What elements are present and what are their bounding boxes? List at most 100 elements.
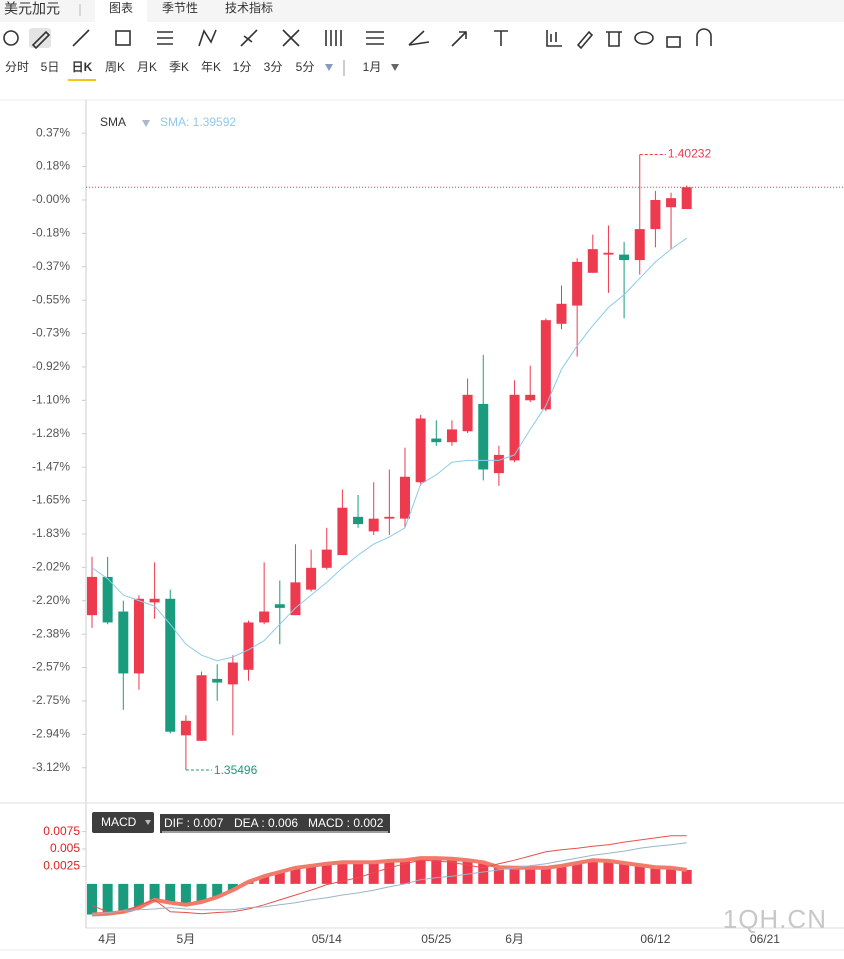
macd-bar: [337, 862, 348, 884]
candle-body: [493, 454, 504, 474]
candle-body: [446, 429, 457, 443]
tab-active[interactable]: [95, 0, 147, 22]
y-tick-label: -2.57%: [32, 660, 70, 674]
period[interactable]: 季K: [169, 60, 189, 74]
candle-body: [227, 662, 238, 685]
candle-body: [149, 598, 160, 603]
period[interactable]: 5日: [41, 60, 60, 74]
candle-body: [572, 261, 583, 306]
macd-line: [91, 842, 687, 915]
y-tick-label: -1.65%: [32, 493, 70, 507]
macd-bar: [290, 867, 301, 884]
candle-body: [259, 611, 270, 623]
candle-body: [196, 675, 207, 741]
tool-icon[interactable]: [366, 31, 384, 45]
period[interactable]: 1分: [233, 60, 252, 74]
candle-body: [165, 598, 176, 732]
y-tick-label: -0.37%: [32, 259, 70, 273]
y-tick-label: 0.005: [50, 841, 80, 855]
tool-icon[interactable]: [451, 31, 467, 47]
macd-bar: [384, 860, 395, 884]
macd-bar: [118, 883, 129, 912]
candle-body: [666, 198, 677, 208]
macd-bar: [603, 860, 614, 884]
y-tick-label: -2.02%: [32, 560, 70, 574]
macd-bar: [587, 860, 598, 884]
tool-icon[interactable]: [3, 30, 19, 46]
period[interactable]: 年K: [201, 60, 221, 74]
candle-body: [619, 254, 630, 261]
y-tick-label: -0.18%: [32, 226, 70, 240]
macd-bar: [650, 867, 661, 884]
x-tick-label: 05/25: [421, 932, 451, 946]
candle-body: [118, 611, 129, 674]
legend-entry: DIF : 0.007: [164, 816, 224, 830]
x-tick-label: 06/12: [640, 932, 670, 946]
tool-icon[interactable]: [325, 30, 342, 46]
tab[interactable]: 技术指标: [225, 0, 273, 15]
candle-body: [525, 394, 536, 401]
dropdown-arrow[interactable]: [325, 64, 333, 71]
tool-icon[interactable]: [546, 30, 562, 47]
tool-icon[interactable]: [576, 30, 594, 50]
period[interactable]: 日K: [72, 60, 93, 74]
macd-bar: [681, 869, 692, 884]
min-label: 1.35496: [214, 763, 258, 777]
tool-icon[interactable]: [408, 30, 430, 46]
candle-body: [384, 516, 395, 519]
x-tick-label: 6月: [505, 932, 524, 946]
dropdown-arrow[interactable]: [391, 64, 399, 71]
period[interactable]: 5分: [296, 60, 315, 74]
candle-body: [102, 576, 113, 623]
dropdown-arrow[interactable]: [145, 820, 151, 825]
tool-icon[interactable]: [115, 30, 131, 46]
period[interactable]: 周K: [105, 60, 125, 74]
candle-body: [603, 252, 614, 255]
y-tick-label: -2.38%: [32, 626, 70, 640]
macd-bar: [431, 858, 442, 884]
period[interactable]: 分时: [5, 60, 29, 74]
macd-legend-box: [160, 814, 390, 833]
y-tick-label: -0.92%: [32, 359, 70, 373]
candle-body: [478, 403, 489, 470]
tool-icon[interactable]: [282, 29, 300, 47]
candle-body: [681, 187, 692, 210]
tool-icon[interactable]: [606, 31, 622, 47]
tool-icon[interactable]: [696, 28, 712, 46]
period[interactable]: 月K: [137, 60, 157, 74]
sma-line: [91, 237, 687, 662]
legend-entry: MACD : 0.002: [308, 816, 384, 830]
macd-bar: [572, 862, 583, 884]
dropdown-arrow[interactable]: [142, 120, 150, 127]
macd-bar: [493, 867, 504, 884]
drawing-toolbar: [3, 28, 712, 50]
indicator-name: SMA: [100, 115, 126, 129]
macd-bar: [196, 883, 207, 902]
candle-body: [509, 394, 520, 461]
tool-icon[interactable]: [31, 30, 51, 50]
tool-icon[interactable]: [240, 29, 258, 47]
candle-body: [540, 320, 551, 410]
period[interactable]: 3分: [264, 60, 283, 74]
macd-bar: [634, 865, 645, 884]
x-tick-label: 4月: [98, 932, 117, 946]
macd-bar: [321, 863, 332, 884]
macd-bar: [462, 860, 473, 884]
tool-icon[interactable]: [72, 29, 90, 47]
tool-icon[interactable]: [494, 30, 508, 46]
instrument: 美元加元: [4, 1, 60, 17]
tool-icon[interactable]: [666, 36, 681, 48]
y-tick-label: -1.83%: [32, 526, 70, 540]
tab[interactable]: 图表: [109, 1, 133, 15]
tab[interactable]: 季节性: [162, 1, 198, 15]
candle-body: [180, 720, 191, 736]
y-tick-label: -2.20%: [32, 593, 70, 607]
tool-icon[interactable]: [634, 31, 654, 45]
tool-icon[interactable]: [157, 31, 173, 45]
range-select[interactable]: 1月: [363, 60, 382, 74]
tool-icon[interactable]: [198, 29, 217, 47]
y-tick-label: -1.47%: [32, 459, 70, 473]
macd-button[interactable]: [92, 812, 154, 833]
macd-bar: [353, 862, 364, 884]
